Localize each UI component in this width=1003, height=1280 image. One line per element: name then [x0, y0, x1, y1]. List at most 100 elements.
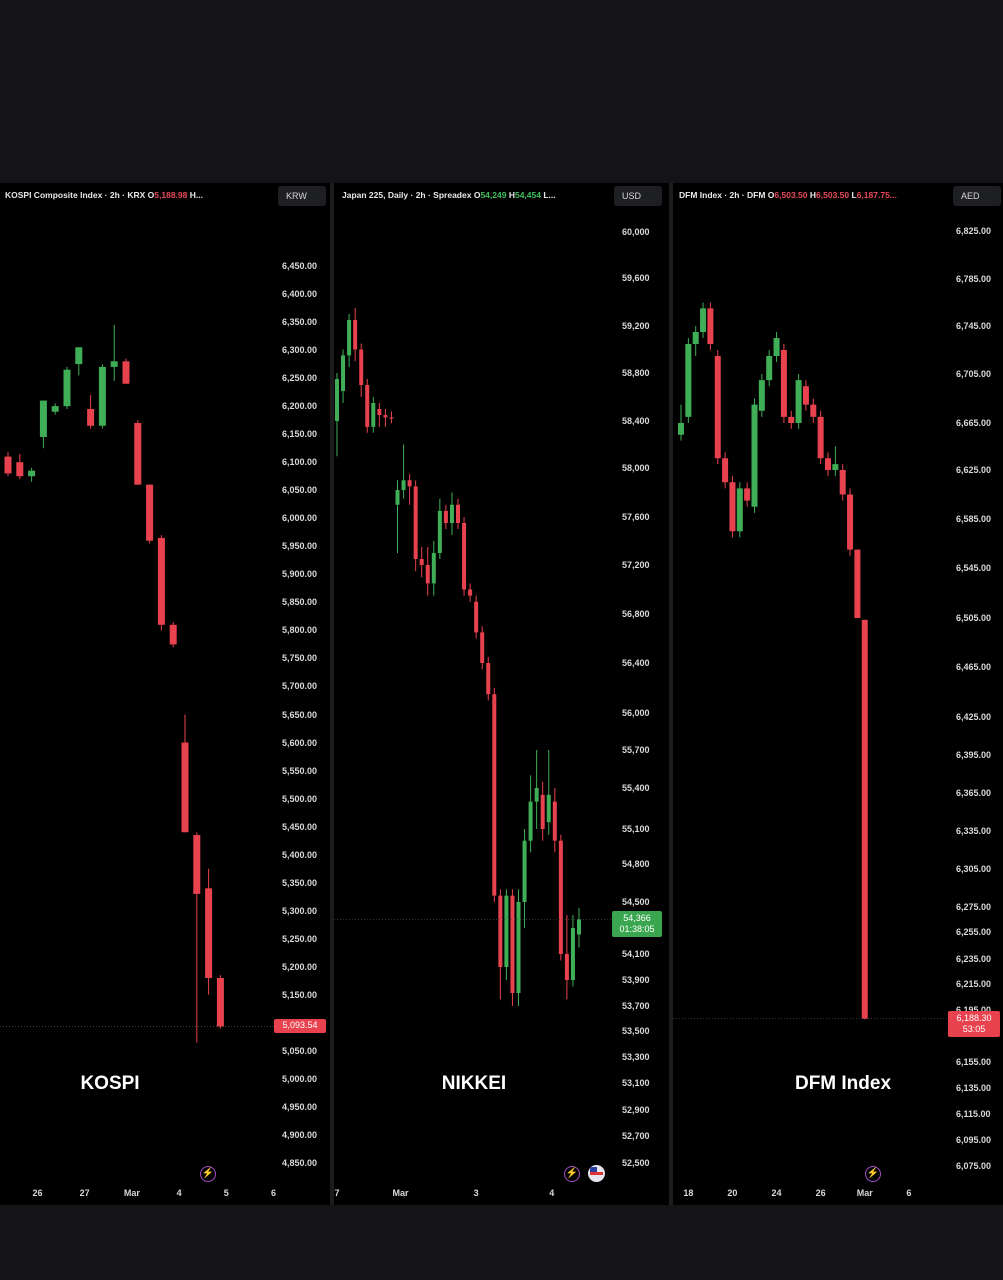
dfm-candle-body[interactable]: [685, 344, 692, 417]
nikkei-candle-body[interactable]: [577, 919, 581, 935]
nikkei-candle-body[interactable]: [377, 409, 382, 415]
nikkei-candle-body[interactable]: [425, 565, 430, 584]
dfm-candle-body[interactable]: [861, 619, 868, 1019]
dfm-candle-body[interactable]: [839, 470, 846, 495]
nikkei-candle-body[interactable]: [347, 320, 352, 356]
nikkei-candle-body[interactable]: [462, 523, 467, 590]
nikkei-candle-body[interactable]: [341, 355, 346, 391]
nikkei-candle-body[interactable]: [570, 928, 575, 980]
nikkei-candle-body[interactable]: [498, 895, 503, 967]
kospi-candle-body[interactable]: [39, 400, 47, 437]
kospi-candle-body[interactable]: [75, 347, 83, 365]
nikkei-candle-body[interactable]: [468, 589, 473, 596]
nikkei-candle-body[interactable]: [407, 480, 412, 487]
nikkei-candle-body[interactable]: [443, 510, 448, 523]
dfm-candle-body[interactable]: [678, 423, 684, 435]
nikkei-currency-button[interactable]: USD: [614, 186, 662, 206]
kospi-chart-panel[interactable]: KOSPI Composite Index · 2h · KRX O5,188.…: [0, 183, 330, 1205]
kospi-candle-body[interactable]: [146, 484, 154, 541]
kospi-candle-body[interactable]: [216, 977, 224, 1027]
panel-divider[interactable]: [330, 183, 334, 1205]
kospi-candle-body[interactable]: [51, 406, 59, 412]
dfm-candle-body[interactable]: [817, 416, 824, 459]
kospi-candle-body[interactable]: [205, 888, 213, 978]
dfm-chart-panel[interactable]: DFM Index · 2h · DFM O6,503.50 H6,503.50…: [673, 183, 1003, 1205]
kospi-currency-button[interactable]: KRW: [278, 186, 326, 206]
nikkei-candle-body[interactable]: [365, 385, 370, 427]
nikkei-candle-body[interactable]: [552, 801, 557, 841]
dfm-candle-body[interactable]: [707, 308, 714, 344]
kospi-candle-body[interactable]: [98, 366, 106, 426]
nikkei-candle-body[interactable]: [522, 840, 527, 902]
dfm-candle-body[interactable]: [692, 332, 699, 344]
nikkei-candle-body[interactable]: [353, 320, 358, 350]
panel-divider[interactable]: [669, 183, 673, 1205]
dfm-candle-body[interactable]: [766, 356, 773, 381]
nikkei-candle-body[interactable]: [474, 601, 479, 633]
nikkei-candle-body[interactable]: [419, 559, 424, 565]
dfm-candle-body[interactable]: [714, 356, 721, 459]
nikkei-candle-body[interactable]: [456, 504, 460, 523]
nikkei-chart-panel[interactable]: Japan 225, Daily · 2h · Spreadex O54,249…: [334, 183, 669, 1205]
kospi-candle-body[interactable]: [157, 537, 165, 625]
nikkei-candle-body[interactable]: [480, 632, 485, 663]
dfm-candle-body[interactable]: [700, 308, 707, 332]
nikkei-candle-body[interactable]: [449, 504, 454, 523]
kospi-candle-body[interactable]: [4, 456, 12, 474]
dfm-candle-body[interactable]: [751, 404, 758, 507]
dfm-candle-body[interactable]: [758, 380, 765, 411]
nikkei-candle-body[interactable]: [401, 480, 406, 491]
kospi-candle-body[interactable]: [169, 624, 177, 645]
dfm-candle-body[interactable]: [788, 416, 795, 423]
nikkei-candle-body[interactable]: [516, 902, 521, 993]
dfm-currency-button[interactable]: AED: [953, 186, 1001, 206]
nikkei-candle-body[interactable]: [558, 840, 563, 954]
nikkei-candle-body[interactable]: [389, 417, 394, 419]
kospi-candle-body[interactable]: [134, 422, 142, 485]
lightning-icon[interactable]: ⚡: [865, 1166, 881, 1182]
kospi-candle-body[interactable]: [63, 369, 71, 407]
dfm-candle-body[interactable]: [854, 549, 861, 618]
nikkei-candle-body[interactable]: [359, 349, 364, 386]
dfm-candle-body[interactable]: [810, 404, 817, 417]
kospi-candle-body[interactable]: [87, 408, 95, 426]
nikkei-candle-body[interactable]: [540, 794, 545, 829]
nikkei-candle-body[interactable]: [395, 490, 400, 505]
nikkei-candle-body[interactable]: [528, 801, 533, 841]
kospi-candle-body[interactable]: [193, 835, 201, 894]
kospi-candle-body[interactable]: [28, 470, 36, 477]
kospi-candle-body[interactable]: [16, 462, 24, 477]
dfm-candle-body[interactable]: [780, 350, 787, 417]
kospi-y-tick-label: 5,300.00: [282, 905, 318, 916]
dfm-candle-body[interactable]: [736, 488, 743, 532]
nikkei-candle-body[interactable]: [534, 788, 539, 802]
dfm-candle-body[interactable]: [802, 386, 809, 405]
nikkei-candle-body[interactable]: [486, 663, 491, 695]
dfm-candle-body[interactable]: [729, 482, 736, 532]
nikkei-candle-body[interactable]: [437, 510, 442, 553]
nikkei-candle-body[interactable]: [564, 954, 569, 980]
us-flag-icon[interactable]: [588, 1165, 605, 1182]
dfm-candle-body[interactable]: [825, 458, 831, 470]
nikkei-candle-body[interactable]: [510, 895, 515, 993]
kospi-candle-body[interactable]: [122, 361, 130, 384]
dfm-y-tick-label: 6,305.00: [956, 864, 992, 874]
nikkei-candle-body[interactable]: [492, 694, 497, 896]
lightning-icon[interactable]: ⚡: [564, 1166, 580, 1182]
nikkei-candle-body[interactable]: [413, 486, 418, 559]
kospi-candle-body[interactable]: [110, 361, 118, 367]
nikkei-candle-body[interactable]: [431, 553, 436, 584]
dfm-candle-body[interactable]: [832, 464, 839, 470]
nikkei-candle-body[interactable]: [504, 895, 509, 967]
nikkei-candle-body[interactable]: [546, 794, 551, 823]
dfm-candle-body[interactable]: [722, 458, 729, 483]
dfm-candle-body[interactable]: [773, 338, 780, 356]
kospi-candle-body[interactable]: [181, 742, 189, 833]
dfm-candle-body[interactable]: [744, 488, 751, 501]
nikkei-candle-body[interactable]: [371, 403, 376, 427]
nikkei-candle-body[interactable]: [383, 415, 388, 418]
dfm-candle-body[interactable]: [795, 380, 802, 423]
dfm-candle-body[interactable]: [847, 494, 854, 550]
nikkei-candle-body[interactable]: [335, 379, 339, 421]
lightning-icon[interactable]: ⚡: [200, 1166, 216, 1182]
